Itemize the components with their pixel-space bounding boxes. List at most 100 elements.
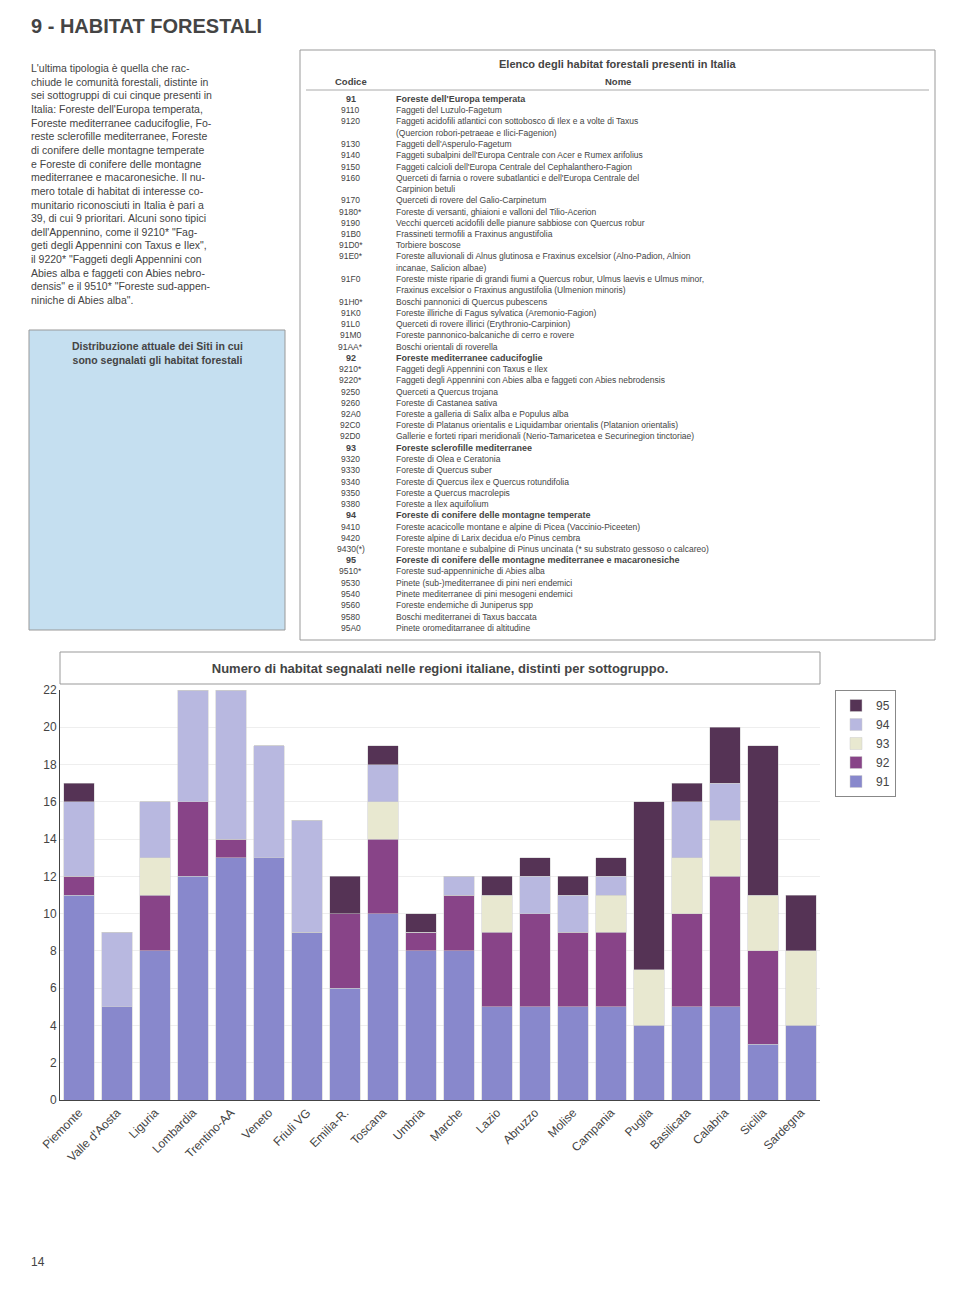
svg-text:Foreste acacicolle montane e a: Foreste acacicolle montane e alpine di P… xyxy=(396,522,640,532)
svg-text:Calabria: Calabria xyxy=(690,1106,732,1148)
svg-text:Foreste di conifere delle mont: Foreste di conifere delle montagne tempe… xyxy=(396,510,591,520)
svg-text:9410: 9410 xyxy=(341,522,360,532)
svg-text:Faggeti del Luzulo-Fagetum: Faggeti del Luzulo-Fagetum xyxy=(396,105,502,115)
svg-text:9160: 9160 xyxy=(341,173,360,183)
svg-text:9250: 9250 xyxy=(341,387,360,397)
svg-text:Foreste di Quercus suber: Foreste di Quercus suber xyxy=(396,465,492,475)
svg-text:Querceti di rovere del Galio-C: Querceti di rovere del Galio-Carpinetum xyxy=(396,195,546,205)
svg-text:9170: 9170 xyxy=(341,195,360,205)
svg-text:9210*: 9210* xyxy=(339,364,362,374)
svg-text:91L0: 91L0 xyxy=(341,319,360,329)
svg-text:4: 4 xyxy=(50,1019,57,1033)
svg-text:Nome: Nome xyxy=(605,76,631,87)
svg-text:95A0: 95A0 xyxy=(341,623,361,633)
svg-text:Marche: Marche xyxy=(427,1106,465,1144)
svg-text:94: 94 xyxy=(876,718,890,732)
svg-text:93: 93 xyxy=(346,443,356,453)
svg-text:9540: 9540 xyxy=(341,589,360,599)
svg-text:91H0*: 91H0* xyxy=(339,297,363,307)
svg-text:Codice: Codice xyxy=(335,76,367,87)
svg-text:95: 95 xyxy=(346,555,356,565)
svg-text:Faggeti degli Appennini con Ta: Faggeti degli Appennini con Taxus e Ilex xyxy=(396,364,548,374)
svg-text:91E0*: 91E0* xyxy=(339,251,363,261)
svg-text:0: 0 xyxy=(50,1093,57,1107)
svg-text:Toscana: Toscana xyxy=(348,1106,390,1148)
svg-text:Vecchi querceti acidofili dell: Vecchi querceti acidofili delle pianure … xyxy=(396,218,645,228)
svg-text:Foreste a galleria di Salix al: Foreste a galleria di Salix alba e Popul… xyxy=(396,409,569,419)
svg-text:Fraxinus excelsior o Fraxinus: Fraxinus excelsior o Fraxinus angustifol… xyxy=(396,285,626,295)
svg-text:Foreste di Quercus ilex e Quer: Foreste di Quercus ilex e Quercus rotund… xyxy=(396,477,569,487)
svg-text:Trentino-AA: Trentino-AA xyxy=(182,1106,237,1161)
svg-text:Basilicata: Basilicata xyxy=(647,1106,693,1152)
svg-text:Foreste a Quercus macrolepis: Foreste a Quercus macrolepis xyxy=(396,488,510,498)
svg-text:22: 22 xyxy=(43,683,57,697)
svg-text:18: 18 xyxy=(43,758,57,772)
svg-text:91K0: 91K0 xyxy=(341,308,361,318)
svg-text:9560: 9560 xyxy=(341,600,360,610)
svg-text:9180*: 9180* xyxy=(339,207,362,217)
svg-text:Pinete oromeditarranee di alti: Pinete oromeditarranee di altitudine xyxy=(396,623,530,633)
svg-text:91AA*: 91AA* xyxy=(338,342,363,352)
svg-text:2: 2 xyxy=(50,1056,57,1070)
svg-text:9110: 9110 xyxy=(341,105,360,115)
svg-text:Numero di habitat segnalati ne: Numero di habitat segnalati nelle region… xyxy=(212,661,669,676)
svg-text:Pinete (sub-)mediterranee di p: Pinete (sub-)mediterranee di pini neri e… xyxy=(396,578,572,588)
svg-text:91: 91 xyxy=(346,94,356,104)
svg-text:Lazio: Lazio xyxy=(473,1106,503,1136)
svg-text:Boschi mediterranei di Taxus b: Boschi mediterranei di Taxus baccata xyxy=(396,612,537,622)
svg-text:9150: 9150 xyxy=(341,162,360,172)
svg-text:Boschi orientali di roverella: Boschi orientali di roverella xyxy=(396,342,498,352)
svg-text:Foreste di Platanus orientalis: Foreste di Platanus orientalis e Liquida… xyxy=(396,420,678,430)
svg-text:92C0: 92C0 xyxy=(340,420,361,430)
svg-text:Faggeti subalpini dell'Europa: Faggeti subalpini dell'Europa Centrale c… xyxy=(396,150,643,160)
svg-text:9340: 9340 xyxy=(341,477,360,487)
svg-text:Sicilia: Sicilia xyxy=(737,1106,769,1138)
svg-text:20: 20 xyxy=(43,720,57,734)
svg-text:Faggeti dell'Asperulo-Fagetum: Faggeti dell'Asperulo-Fagetum xyxy=(396,139,512,149)
svg-text:93: 93 xyxy=(876,737,890,751)
svg-text:Foreste montane e subalpine di: Foreste montane e subalpine di Pinus unc… xyxy=(396,544,709,554)
svg-text:9510*: 9510* xyxy=(339,566,362,576)
svg-text:(Quercion robori-petraeae e Il: (Quercion robori-petraeae e Ilici-Fageni… xyxy=(396,128,557,138)
svg-text:Foreste a Ilex aquifolium: Foreste a Ilex aquifolium xyxy=(396,499,489,509)
svg-text:9530: 9530 xyxy=(341,578,360,588)
svg-text:9140: 9140 xyxy=(341,150,360,160)
svg-text:8: 8 xyxy=(50,944,57,958)
svg-text:9430(*): 9430(*) xyxy=(337,544,365,554)
svg-text:92: 92 xyxy=(876,756,890,770)
svg-text:Gallerie e forteti ripari meri: Gallerie e forteti ripari meridionali (N… xyxy=(396,431,694,441)
svg-text:Veneto: Veneto xyxy=(239,1106,276,1143)
svg-text:91M0: 91M0 xyxy=(340,330,362,340)
svg-text:Foreste sud-appenniniche di Ab: Foreste sud-appenniniche di Abies alba xyxy=(396,566,545,576)
svg-text:Molise: Molise xyxy=(545,1106,580,1141)
svg-text:92: 92 xyxy=(346,353,356,363)
svg-text:Pinete mediterranee di pini me: Pinete mediterranee di pini mesogeni end… xyxy=(396,589,573,599)
svg-text:Distribuzione attuale dei Siti: Distribuzione attuale dei Siti in cuison… xyxy=(72,340,243,366)
svg-text:14: 14 xyxy=(43,832,57,846)
svg-text:Friuli VG: Friuli VG xyxy=(270,1106,313,1149)
svg-text:91D0*: 91D0* xyxy=(339,240,363,250)
svg-text:Carpinion betuli: Carpinion betuli xyxy=(396,184,455,194)
svg-text:9 - HABITAT FORESTALI: 9 - HABITAT FORESTALI xyxy=(31,15,262,37)
svg-text:9260: 9260 xyxy=(341,398,360,408)
svg-text:94: 94 xyxy=(346,510,356,520)
svg-text:Liguria: Liguria xyxy=(126,1106,162,1142)
svg-text:9420: 9420 xyxy=(341,533,360,543)
svg-text:Faggeti calcioli dell'Europa C: Faggeti calcioli dell'Europa Centrale de… xyxy=(396,162,632,172)
svg-text:Boschi pannonici di Quercus pu: Boschi pannonici di Quercus pubescens xyxy=(396,297,547,307)
svg-text:Querceti di rovere illirici (E: Querceti di rovere illirici (Erythronio-… xyxy=(396,319,570,329)
svg-text:Foreste di versanti, ghiaioni: Foreste di versanti, ghiaioni e valloni … xyxy=(396,207,597,217)
svg-text:10: 10 xyxy=(43,907,57,921)
svg-text:9220*: 9220* xyxy=(339,375,362,385)
svg-text:Faggeti degli Appennini con Ab: Faggeti degli Appennini con Abies alba e… xyxy=(396,375,665,385)
svg-text:Foreste alpine di Larix decidu: Foreste alpine di Larix decidua e/o Pinu… xyxy=(396,533,581,543)
svg-text:Foreste di conifere delle mont: Foreste di conifere delle montagne medit… xyxy=(396,555,680,565)
svg-text:Lombardia: Lombardia xyxy=(149,1106,199,1156)
svg-text:Abruzzo: Abruzzo xyxy=(500,1106,541,1147)
svg-text:Valle d'Aosta: Valle d'Aosta xyxy=(65,1106,124,1165)
svg-text:Foreste illiriche di Fagus syl: Foreste illiriche di Fagus sylvatica (Ar… xyxy=(396,308,596,318)
svg-text:14: 14 xyxy=(31,1255,45,1269)
svg-text:Sardegna: Sardegna xyxy=(761,1106,808,1153)
svg-text:91F0: 91F0 xyxy=(341,274,361,284)
svg-text:L'ultima tipologia è quella ch: L'ultima tipologia è quella che rac-chiu… xyxy=(31,62,212,306)
